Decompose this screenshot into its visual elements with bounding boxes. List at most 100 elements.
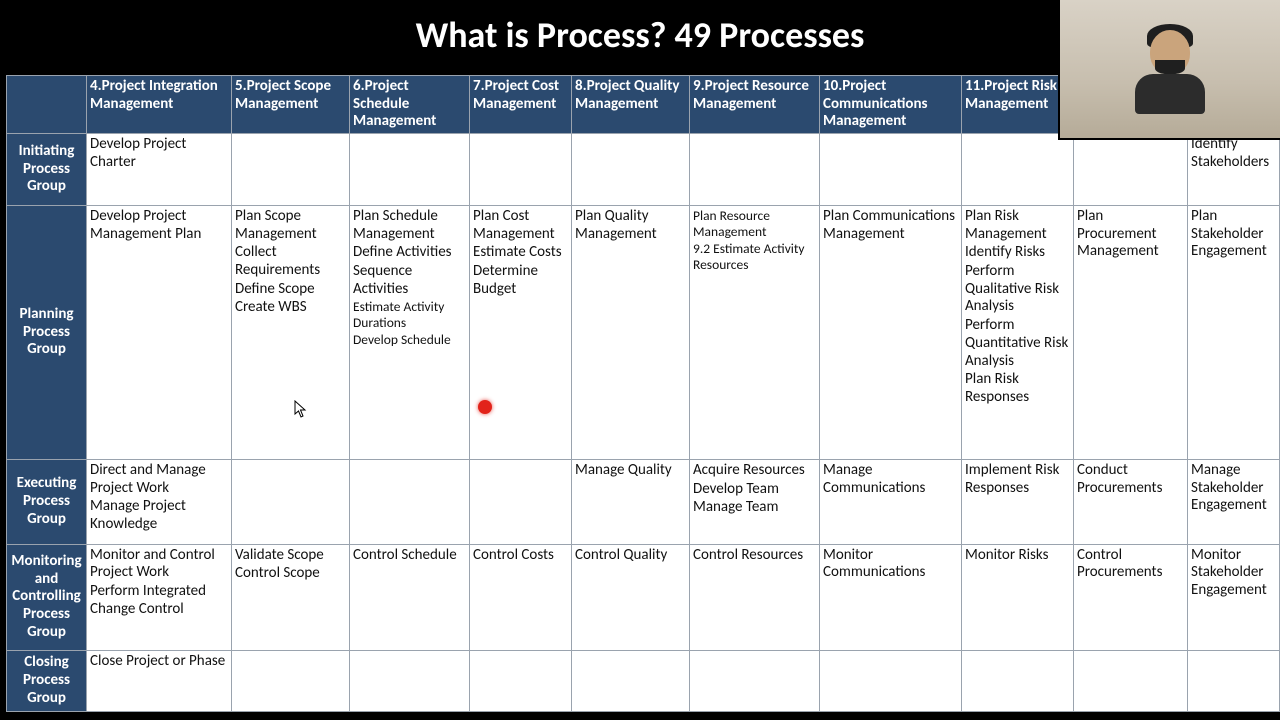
process-cell: Develop Project Management Plan [87,206,232,460]
process-name: Control Schedule [353,547,466,565]
column-header: 6.Project Schedule Management [350,76,470,134]
process-cell [350,650,470,711]
corner-header [7,76,87,134]
process-cell: Direct and Manage Project WorkManage Pro… [87,460,232,545]
process-name: Plan Resource Management [693,208,816,240]
process-cell: Conduct Procurements [1074,460,1188,545]
process-cell [572,650,690,711]
process-cell: Plan Quality Management [572,206,690,460]
process-name: Perform Integrated Change Control [90,583,228,618]
process-name: Determine Budget [473,263,568,298]
presenter-silhouette [1135,24,1205,114]
process-name: 9.2 Estimate Activity Resources [693,241,816,273]
process-cell: Monitor Stakeholder Engagement [1188,544,1280,650]
process-cell: Validate ScopeControl Scope [232,544,350,650]
process-name: Conduct Procurements [1077,462,1184,497]
process-cell: Identify Stakeholders [1188,134,1280,206]
process-name: Validate Scope [235,547,346,565]
process-name: Monitor Communications [823,547,958,582]
process-cell: Control Costs [470,544,572,650]
row-header: Initiating Process Group [7,134,87,206]
process-name: Control Resources [693,547,816,565]
process-cell [820,134,962,206]
process-cell [350,460,470,545]
row-header: Executing Process Group [7,460,87,545]
process-name: Close Project or Phase [90,653,228,671]
process-cell: Control Procurements [1074,544,1188,650]
process-cell: Plan Resource Management9.2 Estimate Act… [690,206,820,460]
process-name: Estimate Activity Durations [353,299,466,331]
process-cell [962,134,1074,206]
process-name: Monitor Risks [965,547,1070,565]
process-name: Perform Qualitative Risk Analysis [965,263,1070,316]
row-header: Closing Process Group [7,650,87,711]
process-name: Control Quality [575,547,686,565]
process-cell: Plan Cost ManagementEstimate CostsDeterm… [470,206,572,460]
process-name: Manage Quality [575,462,686,480]
process-name: Direct and Manage Project Work [90,462,228,497]
process-name: Develop Schedule [353,332,466,348]
process-name: Develop Project Management Plan [90,208,228,243]
column-header: 5.Project Scope Management [232,76,350,134]
process-name: Implement Risk Responses [965,462,1070,497]
process-cell: Manage Stakeholder Engagement [1188,460,1280,545]
process-name: Monitor and Control Project Work [90,547,228,582]
process-name: Estimate Costs [473,244,568,262]
process-cell: Plan Stakeholder Engagement [1188,206,1280,460]
process-cell [350,134,470,206]
process-name: Perform Quantitative Risk Analysis [965,317,1070,370]
process-name: Manage Team [693,499,816,517]
process-cell [232,460,350,545]
process-name: Define Scope [235,281,346,299]
column-header: 9.Project Resource Management [690,76,820,134]
process-name: Sequence Activities [353,263,466,298]
process-cell [232,650,350,711]
process-cell [690,650,820,711]
webcam-overlay [1058,0,1280,140]
process-cell: Monitor Communications [820,544,962,650]
process-cell [470,134,572,206]
process-name: Manage Stakeholder Engagement [1191,462,1276,515]
process-cell [690,134,820,206]
process-name: Acquire Resources [693,462,816,480]
process-cell: Control Schedule [350,544,470,650]
process-name: Plan Schedule Management [353,208,466,243]
process-cell: Close Project or Phase [87,650,232,711]
process-name: Plan Cost Management [473,208,568,243]
process-name: Control Scope [235,565,346,583]
process-name: Develop Team [693,481,816,499]
process-name: Plan Risk Responses [965,371,1070,406]
process-cell: Control Resources [690,544,820,650]
process-cell: Plan Communications Management [820,206,962,460]
process-cell: Plan Procurement Management [1074,206,1188,460]
process-name: Define Activities [353,244,466,262]
process-name: Manage Communications [823,462,958,497]
column-header: 4.Project Integration Management [87,76,232,134]
process-cell: Acquire ResourcesDevelop TeamManage Team [690,460,820,545]
process-cell: Manage Communications [820,460,962,545]
process-name: Plan Stakeholder Engagement [1191,208,1276,261]
process-name: Plan Scope Management [235,208,346,243]
process-cell [470,650,572,711]
process-name: Develop Project Charter [90,136,228,171]
process-name: Control Procurements [1077,547,1184,582]
laser-pointer-dot [478,400,492,414]
column-header: 8.Project Quality Management [572,76,690,134]
process-cell [1188,650,1280,711]
process-cell [962,650,1074,711]
row-header: Planning Process Group [7,206,87,460]
process-name: Create WBS [235,299,346,317]
column-header: 7.Project Cost Management [470,76,572,134]
process-name: Identify Risks [965,244,1070,262]
process-name: Control Costs [473,547,568,565]
process-cell: Develop Project Charter [87,134,232,206]
process-name: Plan Communications Management [823,208,958,243]
process-name: Plan Procurement Management [1077,208,1184,261]
process-cell [820,650,962,711]
process-name: Manage Project Knowledge [90,498,228,533]
process-cell: Manage Quality [572,460,690,545]
process-cell [1074,650,1188,711]
process-cell [1074,134,1188,206]
process-cell: Plan Scope ManagementCollect Requirement… [232,206,350,460]
process-matrix-table: 4.Project Integration Management5.Projec… [6,75,1280,712]
